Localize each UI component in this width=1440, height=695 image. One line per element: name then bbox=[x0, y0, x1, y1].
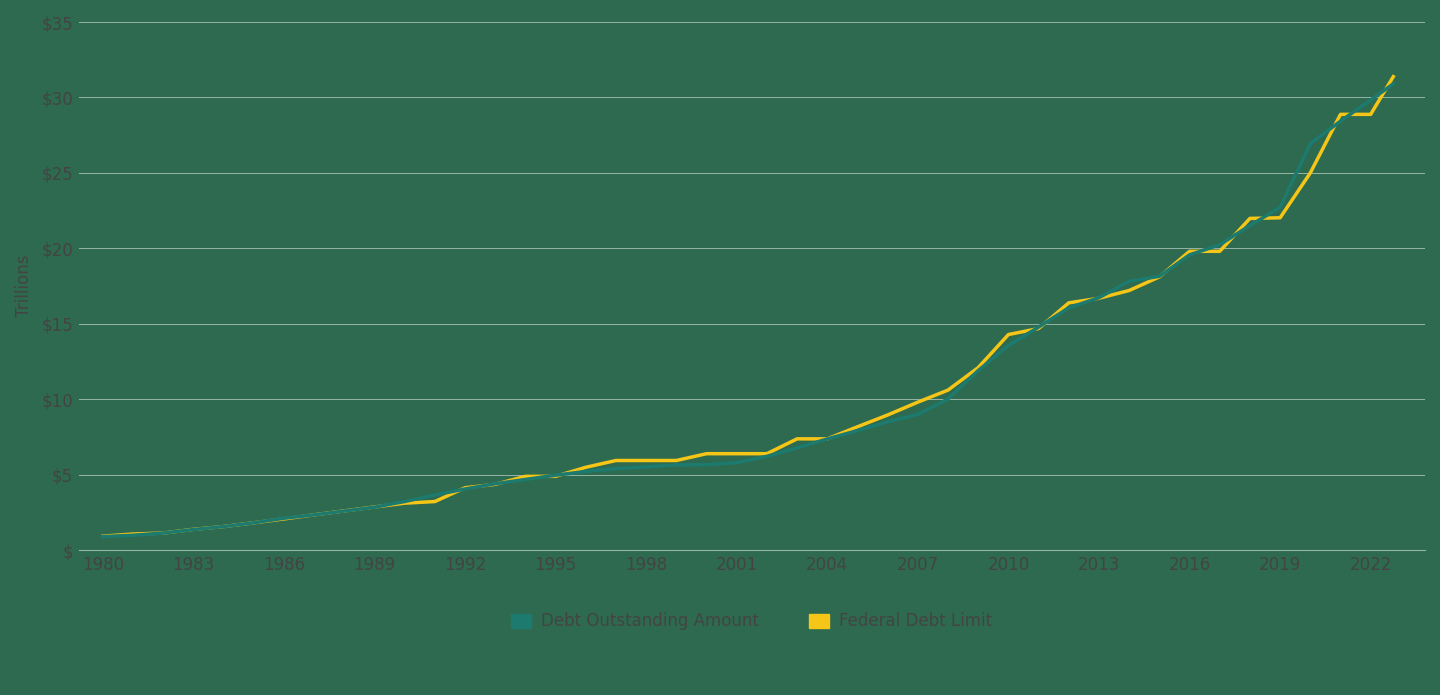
Federal Debt Limit bbox=[878, 411, 896, 419]
Debt Outstanding Amount bbox=[729, 459, 746, 467]
Federal Debt Limit bbox=[668, 457, 685, 465]
Federal Debt Limit bbox=[608, 457, 625, 465]
Federal Debt Limit bbox=[789, 434, 806, 443]
Federal Debt Limit bbox=[1211, 247, 1228, 256]
Debt Outstanding Amount bbox=[1120, 277, 1138, 286]
Federal Debt Limit bbox=[154, 529, 171, 537]
Federal Debt Limit bbox=[1272, 213, 1289, 222]
Debt Outstanding Amount bbox=[336, 507, 353, 515]
Debt Outstanding Amount bbox=[819, 435, 837, 443]
Federal Debt Limit bbox=[396, 499, 413, 507]
Federal Debt Limit bbox=[275, 515, 292, 523]
Federal Debt Limit bbox=[184, 525, 202, 534]
Debt Outstanding Amount bbox=[215, 523, 232, 531]
Debt Outstanding Amount bbox=[939, 395, 956, 403]
Debt Outstanding Amount bbox=[1030, 323, 1047, 332]
Debt Outstanding Amount bbox=[1151, 272, 1168, 281]
Debt Outstanding Amount bbox=[577, 467, 595, 475]
Debt Outstanding Amount bbox=[366, 503, 383, 512]
Federal Debt Limit bbox=[1241, 214, 1259, 222]
Federal Debt Limit bbox=[848, 423, 865, 431]
Debt Outstanding Amount bbox=[184, 525, 202, 534]
Federal Debt Limit bbox=[1385, 72, 1403, 81]
Federal Debt Limit bbox=[124, 530, 141, 538]
Debt Outstanding Amount bbox=[1211, 240, 1228, 249]
Line: Federal Debt Limit: Federal Debt Limit bbox=[102, 76, 1394, 537]
Line: Debt Outstanding Amount: Debt Outstanding Amount bbox=[102, 84, 1394, 537]
Debt Outstanding Amount bbox=[487, 480, 504, 488]
Federal Debt Limit bbox=[1151, 272, 1168, 281]
Federal Debt Limit bbox=[1030, 325, 1047, 333]
Federal Debt Limit bbox=[1060, 299, 1077, 307]
Debt Outstanding Amount bbox=[305, 511, 323, 519]
Federal Debt Limit bbox=[1362, 111, 1380, 119]
Debt Outstanding Amount bbox=[1060, 304, 1077, 312]
Debt Outstanding Amount bbox=[275, 514, 292, 523]
Federal Debt Limit bbox=[517, 472, 534, 480]
Debt Outstanding Amount bbox=[969, 366, 986, 375]
Federal Debt Limit bbox=[245, 518, 262, 527]
Debt Outstanding Amount bbox=[999, 341, 1017, 350]
Federal Debt Limit bbox=[547, 472, 564, 480]
Federal Debt Limit bbox=[969, 363, 986, 372]
Federal Debt Limit bbox=[638, 457, 655, 465]
Debt Outstanding Amount bbox=[909, 410, 926, 418]
Federal Debt Limit bbox=[94, 532, 111, 541]
Federal Debt Limit bbox=[1332, 111, 1349, 119]
Federal Debt Limit bbox=[909, 398, 926, 407]
Debt Outstanding Amount bbox=[608, 464, 625, 473]
Federal Debt Limit bbox=[305, 511, 323, 519]
Debt Outstanding Amount bbox=[426, 491, 444, 499]
Federal Debt Limit bbox=[577, 463, 595, 471]
Debt Outstanding Amount bbox=[1272, 203, 1289, 211]
Federal Debt Limit bbox=[819, 434, 837, 443]
Federal Debt Limit bbox=[1090, 294, 1107, 302]
Federal Debt Limit bbox=[215, 523, 232, 531]
Debt Outstanding Amount bbox=[124, 531, 141, 539]
Debt Outstanding Amount bbox=[1181, 251, 1198, 259]
Federal Debt Limit bbox=[487, 480, 504, 489]
Federal Debt Limit bbox=[1120, 286, 1138, 295]
Debt Outstanding Amount bbox=[1332, 117, 1349, 125]
Federal Debt Limit bbox=[366, 502, 383, 511]
Debt Outstanding Amount bbox=[547, 471, 564, 480]
Debt Outstanding Amount bbox=[517, 475, 534, 484]
Debt Outstanding Amount bbox=[1090, 293, 1107, 302]
Debt Outstanding Amount bbox=[848, 427, 865, 435]
Federal Debt Limit bbox=[999, 330, 1017, 338]
Debt Outstanding Amount bbox=[1241, 222, 1259, 230]
Debt Outstanding Amount bbox=[878, 418, 896, 426]
Legend: Debt Outstanding Amount, Federal Debt Limit: Debt Outstanding Amount, Federal Debt Li… bbox=[504, 606, 999, 637]
Debt Outstanding Amount bbox=[154, 529, 171, 537]
Federal Debt Limit bbox=[939, 386, 956, 394]
Federal Debt Limit bbox=[1302, 169, 1319, 177]
Y-axis label: Trillions: Trillions bbox=[14, 255, 33, 318]
Federal Debt Limit bbox=[456, 484, 474, 492]
Debt Outstanding Amount bbox=[456, 485, 474, 493]
Debt Outstanding Amount bbox=[1385, 80, 1403, 88]
Federal Debt Limit bbox=[729, 450, 746, 458]
Debt Outstanding Amount bbox=[789, 443, 806, 452]
Federal Debt Limit bbox=[426, 498, 444, 506]
Federal Debt Limit bbox=[759, 450, 776, 458]
Debt Outstanding Amount bbox=[1302, 140, 1319, 148]
Federal Debt Limit bbox=[698, 450, 716, 458]
Debt Outstanding Amount bbox=[94, 532, 111, 541]
Debt Outstanding Amount bbox=[245, 518, 262, 527]
Debt Outstanding Amount bbox=[396, 498, 413, 506]
Debt Outstanding Amount bbox=[668, 461, 685, 469]
Federal Debt Limit bbox=[336, 507, 353, 515]
Debt Outstanding Amount bbox=[759, 452, 776, 461]
Debt Outstanding Amount bbox=[638, 463, 655, 471]
Debt Outstanding Amount bbox=[698, 461, 716, 469]
Federal Debt Limit bbox=[1181, 247, 1198, 256]
